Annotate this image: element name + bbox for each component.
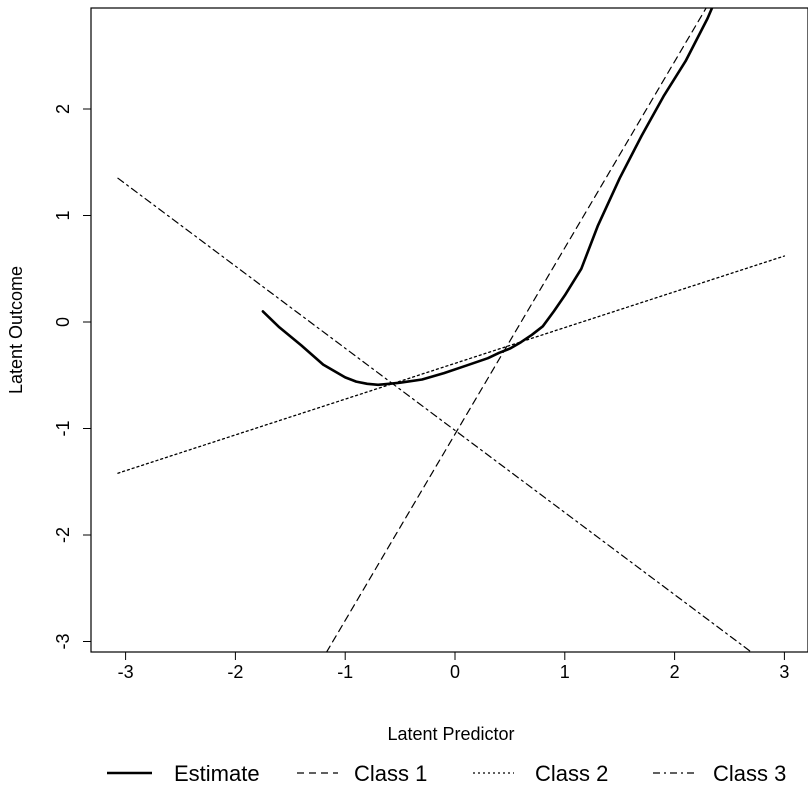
- series-lines: [117, 8, 786, 652]
- x-tick-label: 1: [560, 662, 570, 682]
- x-tick-label: -1: [337, 662, 353, 682]
- x-tick-label: -3: [118, 662, 134, 682]
- plot-frame: [90, 7, 808, 653]
- y-tick-label: -3: [53, 633, 73, 649]
- x-axis-title: Latent Predictor: [387, 724, 514, 744]
- series-line-estimate: [261, 8, 714, 387]
- x-axis: -3 -2 -1 0 1 2 3: [118, 651, 789, 682]
- series-line-class-1: [325, 8, 707, 652]
- y-tick-label: 1: [53, 210, 73, 220]
- y-axis: -3 -2 -1 0 1 2: [53, 104, 91, 650]
- legend-label: Class 3: [713, 761, 786, 786]
- x-tick-label: 2: [670, 662, 680, 682]
- x-tick-label: -2: [227, 662, 243, 682]
- y-tick-label: 0: [53, 317, 73, 327]
- legend-label: Estimate: [174, 761, 260, 786]
- y-tick-label: -1: [53, 420, 73, 436]
- x-tick-label: 3: [779, 662, 789, 682]
- series-line-class-3: [117, 177, 753, 652]
- y-axis-title: Latent Outcome: [6, 266, 26, 394]
- legend-label: Class 1: [354, 761, 427, 786]
- legend: Estimate Class 1 Class 2 Class 3: [107, 761, 786, 786]
- y-tick-label: 2: [53, 104, 73, 114]
- series-line-class-2: [117, 255, 786, 474]
- y-tick-label: -2: [53, 527, 73, 543]
- x-tick-label: 0: [450, 662, 460, 682]
- legend-label: Class 2: [535, 761, 608, 786]
